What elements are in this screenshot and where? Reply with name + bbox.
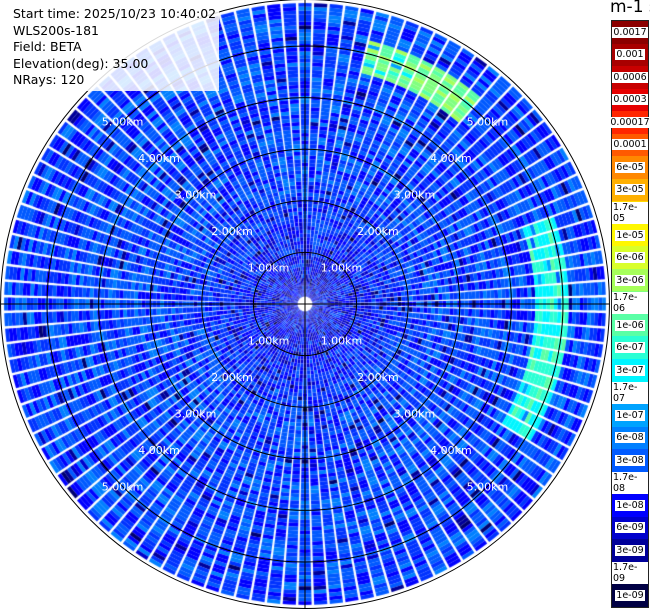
colorbar-tick-label: 1.7e-07 — [612, 381, 648, 404]
range-ring-labels: 1.00km 1.00km 1.00km 1.00km 2.00km 2.00km 2.00… — [102, 116, 508, 494]
range-ring-label: 2.00km — [357, 225, 399, 238]
colorbar-segment: 0.0003 — [612, 88, 648, 112]
range-ring-label: 3.00km — [394, 189, 436, 202]
range-ring-label: 2.00km — [357, 371, 399, 384]
colorbar-segment: 0.0001 — [612, 133, 648, 157]
colorbar-tick-label: 6e-08 — [615, 432, 645, 444]
colorbar-tick-label: 0.0017 — [612, 26, 648, 38]
range-ring-label: 5.00km — [467, 480, 509, 493]
range-ring-label: 2.00km — [211, 225, 253, 238]
colorbar-tick-label: 0.0001 — [612, 139, 648, 151]
range-ring-label: 5.00km — [102, 480, 144, 493]
colorbar-segment: 3e-07 — [612, 358, 648, 382]
colorbar-tick-label: 6e-09 — [615, 522, 645, 534]
colorbar-tick-label: 3e-08 — [615, 454, 645, 466]
colorbar-tick-label: 6e-06 — [615, 252, 645, 264]
colorbar-tick-label: 1e-06 — [615, 319, 645, 331]
colorbar-segment: 1e-05 — [612, 223, 648, 247]
range-ring-label: 3.00km — [394, 407, 436, 420]
colorbar-segment: 1e-08 — [612, 494, 648, 517]
colorbar-tick-label: 3e-09 — [615, 544, 645, 556]
colorbar-tick-label: 1.7e-08 — [612, 471, 648, 494]
colorbar-segment: 1.7e-09 — [612, 561, 648, 585]
colorbar-segment: 1e-07 — [612, 404, 648, 427]
colorbar-tick-label: 3e-07 — [615, 364, 645, 376]
elevation-label: Elevation(deg): 35.00 — [13, 55, 149, 71]
colorbar-segment: 6e-08 — [612, 426, 648, 450]
colorbar-segment: 3e-08 — [612, 449, 648, 472]
colorbar-segment: 0.00017 — [609, 111, 650, 134]
scan-info-panel: Start time: 2025/10/23 10:40:02 WLS200s-… — [12, 6, 220, 91]
colorbar: 0.0017 0.001 0.0006 0.0003 0.00017 0.0001 6e-0… — [609, 20, 650, 608]
range-ring-label: 3.00km — [175, 189, 217, 202]
colorbar-segment: 1.7e-07 — [612, 381, 648, 405]
field-label: Field: BETA — [13, 39, 82, 54]
colorbar-tick-label: 6e-05 — [615, 161, 645, 173]
colorbar-segment: 0.001 — [612, 43, 648, 67]
colorbar-segment: 1e-09 — [612, 584, 648, 607]
range-ring-label: 2.00km — [211, 371, 253, 384]
range-ring-label: 5.00km — [467, 116, 509, 129]
range-ring-label: 3.00km — [175, 407, 217, 420]
colorbar-tick-label: 1.7e-06 — [612, 291, 648, 314]
colorbar-segment: 3e-09 — [612, 539, 648, 562]
colorbar-tick-label: 1e-05 — [615, 229, 645, 241]
colorbar-tick-label: 0.0006 — [612, 71, 648, 83]
colorbar-segment: 6e-06 — [612, 246, 648, 269]
colorbar-segment: 0.0006 — [612, 66, 648, 89]
colorbar-tick-label: 1e-09 — [615, 590, 645, 602]
start-time-label: Start time: 2025/10/23 10:40:02 — [13, 6, 217, 21]
colorbar-segment: 6e-09 — [612, 516, 648, 540]
range-ring-label: 1.00km — [248, 334, 290, 347]
colorbar-segment: 3e-06 — [612, 268, 648, 292]
colorbar-segment: 1e-06 — [612, 313, 648, 337]
colorbar-tick-label: 6e-07 — [615, 342, 645, 354]
colorbar-segment: 1.7e-05 — [612, 201, 648, 224]
colorbar-unit-title: m-1 sr-1 — [604, 0, 650, 17]
colorbar-tick-label: 0.001 — [615, 49, 645, 61]
range-ring-label: 4.00km — [138, 152, 180, 165]
range-ring-label: 1.00km — [248, 262, 290, 275]
range-ring-label: 1.00km — [321, 262, 363, 275]
colorbar-tick-label: 1e-08 — [615, 499, 645, 511]
colorbar-segment: 0.0017 — [612, 21, 648, 44]
colorbar-tick-label: 3e-05 — [615, 184, 645, 196]
range-ring-label: 4.00km — [430, 152, 472, 165]
colorbar-segment: 1.7e-06 — [612, 291, 648, 314]
range-ring-overlay: 1.00km 1.00km 1.00km 1.00km 2.00km 2.00km 2.00… — [0, 0, 610, 609]
range-ring-label: 4.00km — [138, 444, 180, 457]
colorbar-tick-label: 0.00017 — [609, 116, 650, 128]
colorbar-tick-label: 3e-06 — [615, 274, 645, 286]
colorbar-segment: 6e-05 — [612, 156, 648, 179]
colorbar-tick-label: 1.7e-09 — [612, 562, 648, 585]
colorbar-segment: 6e-07 — [612, 336, 648, 359]
range-ring-label: 5.00km — [102, 116, 144, 129]
instrument-label: WLS200s-181 — [13, 22, 99, 38]
colorbar-tick-label: 0.0003 — [612, 94, 648, 106]
cardinal-axes — [0, 0, 610, 609]
colorbar-tick-label: 1.7e-05 — [612, 201, 648, 224]
nrays-label: NRays: 120 — [13, 72, 85, 87]
colorbar-segment: 3e-05 — [612, 178, 648, 202]
colorbar-tick-label: 1e-07 — [615, 409, 645, 421]
colorbar-segment: 1.7e-08 — [612, 471, 648, 495]
range-ring-label: 1.00km — [321, 334, 363, 347]
range-ring-label: 4.00km — [430, 444, 472, 457]
